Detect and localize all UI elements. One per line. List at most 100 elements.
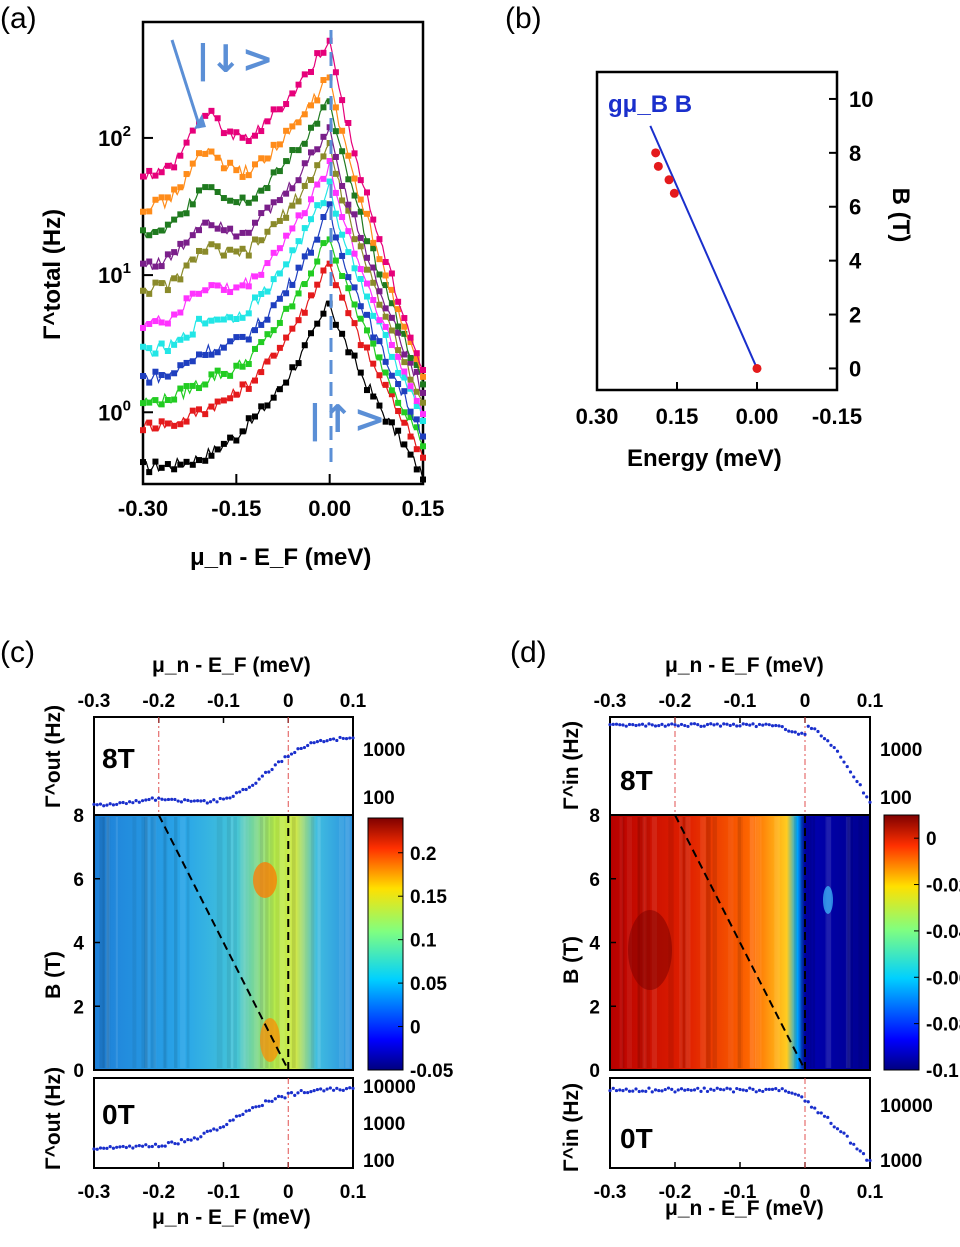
chart-a-point (382, 358, 389, 365)
chart-a-point (152, 318, 159, 325)
map-ytick-label: 8 (589, 806, 600, 827)
chart-a-point (233, 334, 240, 341)
chart-a-point (264, 228, 271, 235)
bottom-trace-point (657, 1088, 661, 1093)
chart-a-point (158, 401, 165, 408)
chart-a-point (177, 309, 184, 316)
chart-a-point (227, 395, 234, 402)
bottom-trace-point (124, 1145, 128, 1150)
map-ytick-label: 0 (589, 1061, 600, 1082)
bottom-trace-point (306, 1090, 310, 1095)
chart-a-series-line (142, 76, 424, 378)
chart-a-point (158, 372, 165, 379)
heatmap-streak (621, 817, 625, 1068)
chart-a-point (239, 333, 246, 340)
chart-a-point (339, 330, 346, 337)
bottom-trace-point (231, 1118, 235, 1122)
chart-a-point (208, 184, 215, 191)
chart-a-point (189, 382, 196, 389)
chart-c: -0.3 -0.3 -0.2 -0.2 -0.1 -0.1 0 0 0.1 0.1 0 2 4 6 8 100… (42, 654, 454, 1229)
chart-a-point (220, 286, 227, 293)
bottom-trace-point (868, 1158, 872, 1163)
chart-a-point (357, 234, 364, 241)
chart-a-point (364, 210, 370, 217)
chart-a-point (351, 150, 358, 157)
chart-a-point (220, 227, 227, 234)
chart-a-point (183, 139, 190, 146)
bottom-trace-point (273, 1097, 277, 1101)
chart-a-point (202, 457, 209, 464)
top-trace-point (315, 740, 319, 744)
chart-a-point (308, 330, 314, 337)
chart-a-point (252, 345, 258, 352)
bottom-trace-point (335, 1086, 339, 1090)
chart-a-point (420, 366, 426, 373)
chart-a-point (146, 399, 153, 406)
chart-a-point (413, 368, 420, 375)
chart-a-point (339, 127, 346, 134)
top-trace-point (631, 723, 635, 727)
bottom-xtick-label: -0.3 (78, 1182, 111, 1203)
chart-a-point (364, 327, 370, 334)
bottom-trace-point (783, 1089, 788, 1093)
chart-a-point (208, 282, 215, 289)
chart-a-point (345, 349, 352, 356)
bottom-trace-point (728, 1087, 732, 1091)
chart-a-point (146, 232, 153, 239)
chart-a-point (382, 381, 389, 388)
chart-a-point (314, 202, 321, 209)
chart-a-point (202, 219, 209, 226)
chart-a-point (146, 379, 153, 386)
chart-d-top-ylabel: Γ^in (Hz) (560, 721, 583, 810)
top-trace-point (98, 802, 103, 806)
chart-a: |↓> |↑> -0.30 -0.15 0.00 0.15 100 101 102 μ_n … (39, 20, 444, 571)
colorbar-tick-label: 0.15 (410, 887, 447, 908)
heatmap-streak (264, 817, 269, 1068)
chart-a-point (158, 340, 165, 347)
bottom-trace-point (725, 1086, 729, 1090)
top-trace-point (270, 767, 274, 772)
heatmap-streak (310, 817, 315, 1068)
bottom-trace-point (215, 1128, 219, 1132)
chart-a-point (332, 69, 339, 76)
chart-a-point (245, 310, 252, 317)
chart-a-point (370, 279, 377, 286)
chart-a-point (164, 221, 171, 228)
chart-a-point (407, 451, 414, 458)
chart-a-point (233, 362, 240, 369)
map-ytick-label: 4 (73, 934, 84, 955)
heatmap-streak (867, 817, 871, 1068)
chart-a-point (382, 313, 389, 320)
top-trace-point (283, 755, 287, 759)
chart-a-point (320, 77, 327, 84)
chart-a-point (332, 170, 339, 177)
bottom-trace-point (634, 1087, 638, 1091)
heatmap-streak (858, 817, 863, 1068)
chart-a-point (295, 317, 302, 324)
chart-a-point (332, 234, 339, 241)
chart-a-point (339, 252, 346, 259)
heatmap-streak (680, 817, 686, 1068)
chart-a-point (401, 351, 408, 358)
top-trace-point (767, 723, 771, 727)
chart-a-point (276, 344, 283, 351)
chart-a-point (214, 349, 221, 356)
heatmap-hotspot (260, 1018, 280, 1062)
top-trace-ytick-label: 100 (880, 788, 912, 809)
chart-d-top-trace-label: 8T (620, 765, 653, 796)
top-trace-point (819, 734, 823, 738)
bottom-trace-point (263, 1099, 268, 1103)
top-xtick-label: -0.1 (207, 691, 240, 712)
chart-a-point (196, 187, 202, 194)
chart-a-point (214, 446, 221, 453)
bottom-trace-point (770, 1087, 775, 1092)
bottom-trace-point (650, 1090, 654, 1094)
chart-a-point (164, 461, 171, 468)
chart-a-point (158, 418, 165, 425)
chart-a-point (314, 181, 321, 188)
chart-a-point (158, 464, 165, 471)
bottom-trace-point (738, 1087, 742, 1092)
chart-a-point (413, 403, 420, 410)
chart-a-point (420, 411, 426, 418)
chart-a-point (202, 150, 209, 157)
